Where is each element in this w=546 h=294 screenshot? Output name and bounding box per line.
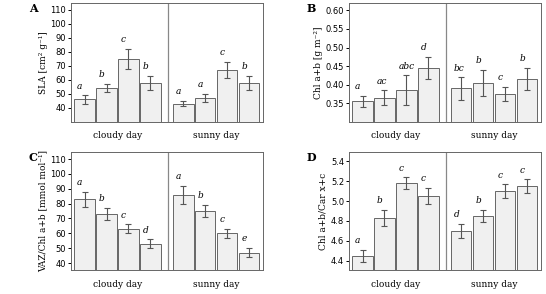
Y-axis label: Chl a+b/Car x+c: Chl a+b/Car x+c [319,172,328,250]
Text: c: c [121,211,126,220]
Text: d: d [420,43,426,52]
Bar [495,191,515,294]
Bar [352,101,373,233]
Text: c: c [420,174,426,183]
Bar [140,244,161,294]
Bar [239,83,259,164]
Bar [96,214,117,294]
Text: a: a [355,82,360,91]
Bar [96,88,117,164]
Bar [517,79,537,233]
Text: c: c [399,163,403,173]
Text: sunny day: sunny day [193,280,239,289]
Text: c: c [219,48,224,57]
Text: cloudy day: cloudy day [93,131,142,140]
Bar [451,231,471,294]
Bar [195,211,216,294]
Text: ac: ac [377,76,387,86]
Text: c: c [519,166,524,175]
Text: c: c [497,73,502,82]
Text: cloudy day: cloudy day [371,131,420,140]
Text: a: a [198,80,203,89]
Text: a: a [77,81,82,91]
Text: a: a [176,87,181,96]
Bar [396,183,417,294]
Text: abc: abc [399,62,415,71]
Bar [239,253,259,294]
Text: bc: bc [454,64,464,73]
Text: d: d [143,225,149,235]
Text: b: b [519,54,525,63]
Bar [418,196,438,294]
Text: c: c [219,215,224,224]
Bar [173,195,193,294]
Text: b: b [476,196,481,205]
Text: C: C [29,152,38,163]
Text: sunny day: sunny day [193,131,239,140]
Text: c: c [121,35,126,44]
Text: b: b [99,70,105,79]
Text: a: a [77,178,82,187]
Bar [473,83,493,233]
Bar [217,70,238,164]
Text: a: a [355,236,360,245]
Text: a: a [176,172,181,181]
Bar [140,83,161,164]
Text: b: b [476,56,481,65]
Bar [74,199,95,294]
Bar [451,88,471,233]
Bar [118,229,139,294]
Text: d: d [454,210,459,219]
Bar [352,255,373,294]
Text: c: c [497,171,502,180]
Text: sunny day: sunny day [471,280,517,289]
Bar [495,94,515,233]
Text: A: A [29,3,38,14]
Bar [74,99,95,164]
Text: cloudy day: cloudy day [93,280,142,289]
Bar [173,104,193,164]
Bar [374,98,395,233]
Text: b: b [198,191,203,200]
Bar [473,216,493,294]
Text: b: b [377,196,383,205]
Text: e: e [241,234,247,243]
Text: sunny day: sunny day [471,131,517,140]
Text: B: B [307,3,316,14]
Bar [118,59,139,164]
Bar [374,218,395,294]
Y-axis label: VAZ/Chl a+b [mmol mol⁻¹]: VAZ/Chl a+b [mmol mol⁻¹] [39,150,48,272]
Text: cloudy day: cloudy day [371,280,420,289]
Text: b: b [99,194,105,203]
Text: b: b [143,62,149,71]
Bar [195,98,216,164]
Text: D: D [307,152,316,163]
Y-axis label: Chl a+b [g m⁻²]: Chl a+b [g m⁻²] [314,26,323,99]
Text: b: b [241,62,247,71]
Bar [396,90,417,233]
Y-axis label: SLA [cm² g⁻¹]: SLA [cm² g⁻¹] [39,31,48,94]
Bar [517,186,537,294]
Bar [418,68,438,233]
Bar [217,233,238,294]
